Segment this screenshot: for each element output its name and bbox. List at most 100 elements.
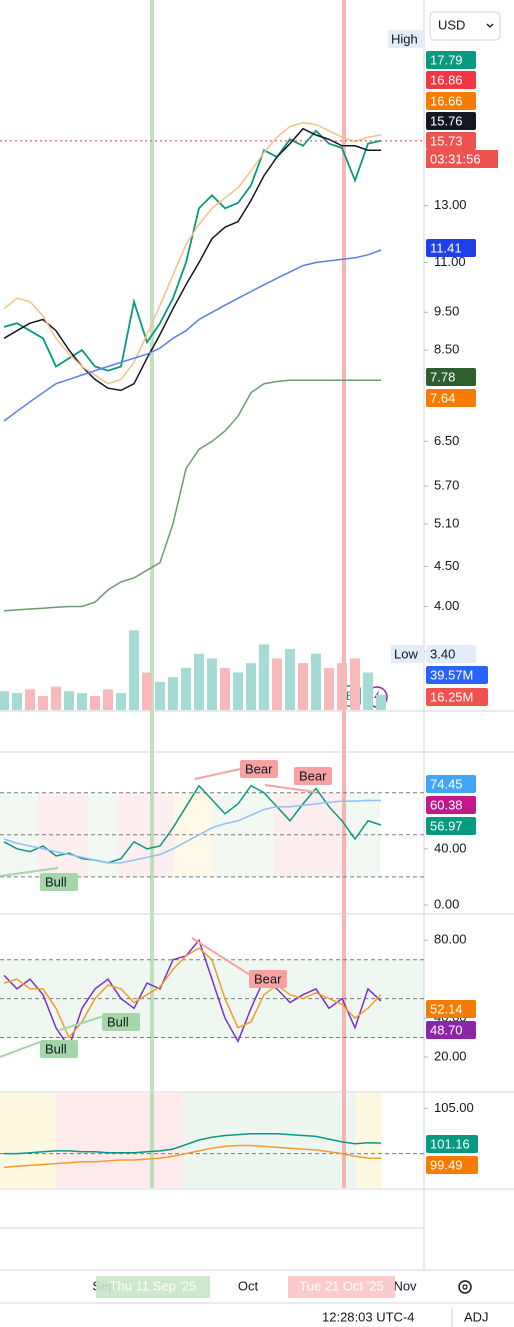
y-tick-label: 20.00: [434, 1048, 467, 1063]
annotation-bg: [40, 1040, 78, 1058]
volume-bar: [0, 691, 9, 710]
x-tick-label: Oct: [238, 1278, 259, 1293]
annotation-bg: [240, 760, 278, 778]
badge-label: 16.25M: [430, 689, 473, 704]
badge-bg: [426, 775, 476, 793]
annotation-label: Bear: [245, 761, 273, 776]
annotation-label: Bear: [299, 768, 327, 783]
badge-bg: [426, 71, 476, 89]
time-highlight-bg: [288, 1276, 395, 1298]
badge-label: 99.49: [430, 1157, 463, 1172]
badge-label: 17.79: [430, 52, 463, 67]
volume-bar: [272, 658, 282, 710]
volume-bar: [207, 658, 217, 710]
volume-bar: [103, 689, 113, 710]
rsi-zones: [0, 793, 380, 877]
badge-label: 7.78: [430, 369, 455, 384]
time-highlight: Thu 11 Sep '25: [110, 1278, 197, 1293]
volume-bar: [155, 681, 165, 710]
volume-bar: [363, 672, 373, 710]
series-line: [3, 121, 382, 385]
settings-button[interactable]: [458, 1280, 472, 1294]
badge-bg: [426, 645, 476, 663]
badge-label: 56.97: [430, 818, 463, 833]
badge-bg: [426, 389, 476, 407]
volume-bar: [337, 663, 347, 710]
badge: 101.16: [426, 1135, 478, 1153]
series-line: [4, 1132, 382, 1155]
y-tick-label: 105.00: [434, 1100, 474, 1115]
series-line: [3, 129, 382, 372]
badge: 16.66: [426, 92, 476, 110]
badge-bg: [426, 112, 476, 130]
volume-bar: [90, 695, 100, 710]
badge: 11.41: [426, 239, 476, 257]
volume-bar: [77, 693, 87, 710]
badge-label: 15.76: [430, 113, 463, 128]
series-line: [3, 1144, 382, 1168]
y-tick-label: 11.00: [434, 254, 466, 269]
badge-bg: [426, 1156, 478, 1174]
badge: 56.97: [426, 817, 476, 835]
volume-bar: [51, 686, 61, 710]
y-tick-label: 9.50: [434, 304, 459, 319]
volume-bar: [324, 667, 334, 710]
divergence-line: [59, 1015, 105, 1031]
badge-label: 60.38: [430, 797, 463, 812]
badge-bg: [426, 796, 476, 814]
currency-label[interactable]: USD: [438, 17, 465, 32]
y-tick-label: 4.50: [434, 558, 459, 573]
badge: 15.73: [426, 132, 476, 150]
badge-bg: [426, 1000, 476, 1018]
badge: 16.25M: [426, 688, 488, 706]
badge-bg: [426, 92, 476, 110]
zone: [0, 1093, 56, 1188]
badge-bg: [426, 132, 476, 150]
settings-icon-core[interactable]: [462, 1284, 468, 1290]
badge: 15.76: [426, 112, 476, 130]
volume-bar: [233, 672, 243, 710]
dropdown-arrow[interactable]: [486, 23, 494, 28]
adj-toggle[interactable]: ADJ: [464, 1309, 489, 1324]
volume-bar: [12, 693, 22, 710]
currency-box[interactable]: [429, 11, 501, 41]
volume-bar: [142, 672, 152, 710]
volume-bar: [285, 649, 295, 710]
badge: 17.79: [426, 51, 476, 69]
high-label: High: [391, 31, 418, 46]
annotation-label: Bull: [107, 1014, 129, 1029]
clock: 12:28:03 UTC-4: [322, 1309, 415, 1324]
badge-label: 74.45: [430, 776, 463, 791]
zone: [56, 1093, 184, 1188]
time-highlight: Tue 21 Oct '25: [299, 1278, 383, 1293]
annotation-label: Bear: [254, 971, 282, 986]
volume-bar: [376, 694, 386, 710]
y-tick-label: 80.00: [434, 932, 467, 947]
annotation-bg: [249, 970, 287, 988]
volume-bar: [246, 663, 256, 710]
badge-label: 101.16: [430, 1136, 470, 1151]
x-tick-label: Nov: [393, 1278, 417, 1293]
y-tick-label: 0.00: [434, 896, 459, 911]
badge-label: 3.40: [430, 646, 455, 661]
y-tick-label: 4.00: [434, 598, 459, 613]
badge-label: 39.57M: [430, 667, 473, 682]
settings-icon[interactable]: [458, 1280, 472, 1294]
badge: 3.40: [426, 645, 476, 663]
y-tick-label: 40.00: [434, 840, 467, 855]
series-line: [3, 799, 381, 864]
currency-selector[interactable]: USD: [429, 11, 501, 41]
badge-label: 7.64: [430, 390, 455, 405]
badge: 39.57M: [426, 666, 488, 684]
volume-bar: [168, 677, 178, 710]
y-tick-label: 8.50: [434, 342, 459, 357]
badge: 60.38: [426, 796, 476, 814]
y-tick-label: 5.70: [434, 477, 459, 492]
volume-bar: [64, 691, 74, 710]
volume-bar: [298, 663, 308, 710]
high-bg: [388, 30, 424, 48]
badge-label: 11.41: [430, 240, 462, 255]
highlight-line: [150, 0, 154, 1188]
